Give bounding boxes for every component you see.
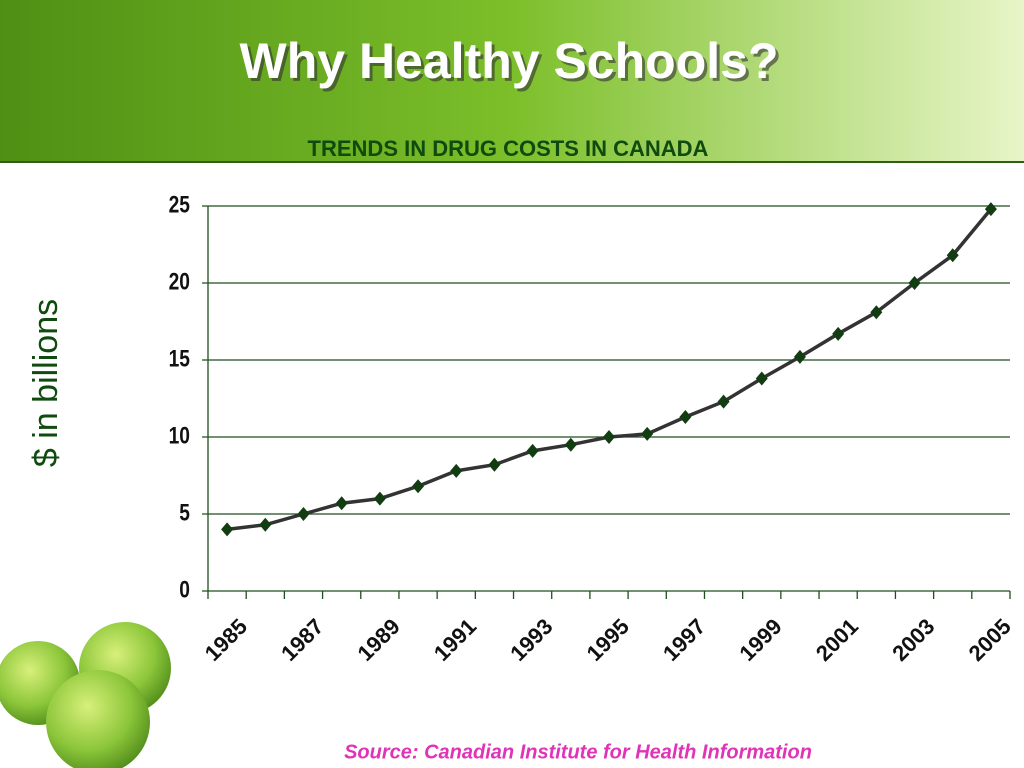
data-marker — [488, 457, 501, 472]
data-marker — [603, 430, 615, 444]
x-tick-label: 1993 — [505, 614, 557, 666]
data-marker — [641, 426, 654, 441]
x-tick-label: 1985 — [200, 614, 252, 666]
x-tick-label: 1987 — [276, 614, 328, 666]
x-tick-label: 2003 — [887, 614, 939, 666]
data-marker — [679, 409, 692, 424]
data-marker — [564, 437, 577, 452]
chart-title: TRENDS IN DRUG COSTS IN CANADA — [308, 136, 709, 161]
data-marker — [984, 202, 997, 217]
x-tick-label: 1989 — [353, 614, 405, 666]
data-marker — [373, 491, 386, 506]
y-tick-label: 5 — [179, 498, 190, 526]
x-tick-label: 1991 — [429, 614, 481, 666]
y-tick-label: 20 — [169, 267, 190, 295]
data-marker — [335, 496, 348, 511]
data-marker — [259, 517, 272, 532]
data-marker — [755, 371, 768, 386]
x-tick-label: 1999 — [734, 614, 786, 666]
data-marker — [870, 305, 883, 320]
data-marker — [221, 522, 234, 537]
data-marker — [450, 463, 463, 478]
x-tick-label: 1995 — [582, 614, 634, 666]
data-marker — [412, 479, 425, 494]
data-marker — [793, 349, 806, 364]
plot: 0 5 10 15 20 25 1985 1987 1989 1991 1993 1995 1997 19… — [169, 190, 1016, 666]
y-axis-label: $ in billions — [27, 299, 65, 467]
y-tick-label: 0 — [179, 575, 190, 603]
header-band — [0, 0, 1024, 162]
apple — [46, 670, 150, 768]
data-line — [226, 207, 993, 532]
data-marker — [526, 443, 539, 458]
x-tick-label: 2005 — [964, 614, 1016, 666]
data-marker — [297, 507, 310, 521]
data-marker — [717, 394, 730, 409]
data-marker — [946, 248, 959, 263]
y-tick-label: 15 — [169, 344, 190, 372]
apples — [0, 622, 171, 768]
y-tick-label: 10 — [169, 421, 190, 449]
title-shadow: Why Healthy Schools? — [243, 36, 782, 92]
source-note: Source: Canadian Institute for Health In… — [344, 741, 812, 763]
x-tick-label: 1997 — [658, 614, 710, 666]
y-tick-label: 25 — [169, 190, 190, 218]
data-marker — [908, 276, 921, 290]
data-marker — [832, 326, 845, 341]
x-tick-label: 2001 — [811, 614, 863, 666]
slide-title: Why Healthy Schools? — [240, 33, 779, 89]
